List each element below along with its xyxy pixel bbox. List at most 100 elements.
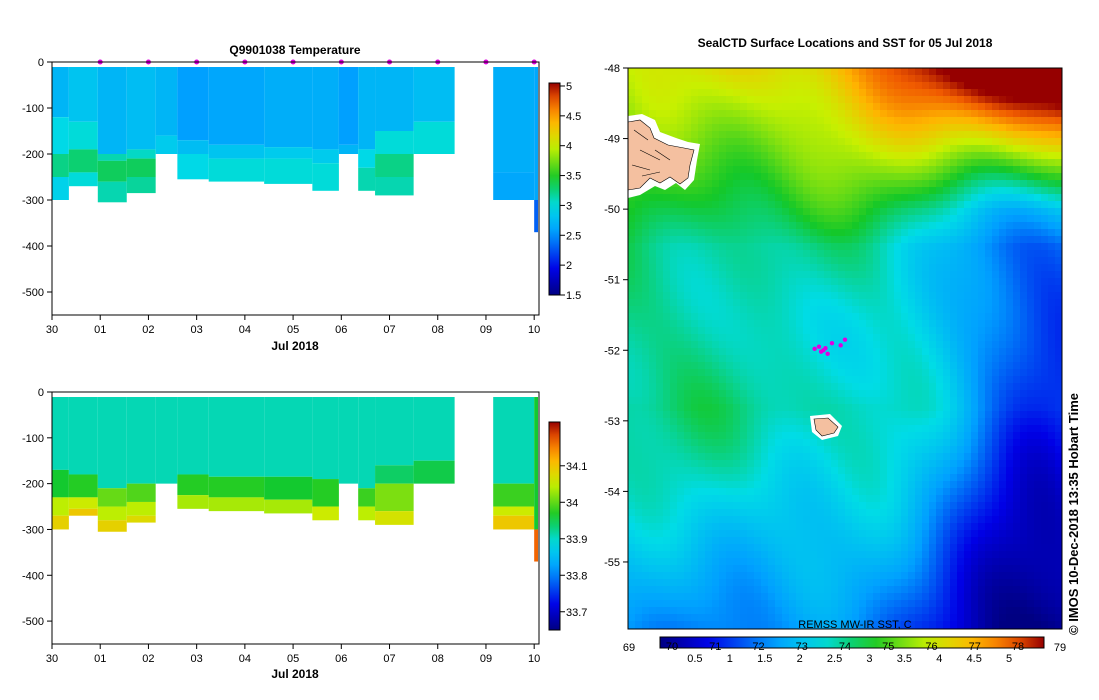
sst-cell [782, 411, 790, 419]
sst-cell [894, 306, 902, 314]
sst-cell [999, 593, 1007, 601]
sst-cell [908, 600, 916, 608]
sst-cell [1013, 600, 1021, 608]
sst-cell [733, 68, 741, 76]
sst-cell [817, 278, 825, 286]
sst-cell [712, 390, 720, 398]
sst-cell [838, 551, 846, 559]
sst-cell [635, 579, 643, 587]
sst-cell [642, 607, 650, 615]
sst-cell [768, 572, 776, 580]
sst-cell [978, 474, 986, 482]
sst-cell [670, 236, 678, 244]
sst-cell [824, 306, 832, 314]
sst-cell [999, 404, 1007, 412]
sst-cell [852, 278, 860, 286]
sst-cell [1027, 411, 1035, 419]
sst-cell [894, 502, 902, 510]
sst-cell [684, 187, 692, 195]
sst-cell [1048, 544, 1056, 552]
sst-cell [677, 285, 685, 293]
sst-cell [978, 250, 986, 258]
sst-cell [915, 383, 923, 391]
sst-cell [1006, 509, 1014, 517]
sst-cell [775, 180, 783, 188]
sst-cell [880, 110, 888, 118]
sst-cell [782, 579, 790, 587]
sst-cell [873, 124, 881, 132]
sst-cell [684, 390, 692, 398]
sst-cell [761, 558, 769, 566]
sst-cell [901, 229, 909, 237]
sst-cell [733, 208, 741, 216]
sst-cell [901, 208, 909, 216]
sst-cell [684, 453, 692, 461]
sst-cell [880, 495, 888, 503]
sst-cell [684, 488, 692, 496]
sst-cell [810, 292, 818, 300]
sst-cell [1034, 516, 1042, 524]
sst-cell [754, 488, 762, 496]
sst-cell [894, 355, 902, 363]
sst-cell [1013, 411, 1021, 419]
sst-cell [866, 453, 874, 461]
sst-cell [1020, 593, 1028, 601]
sst-cell [901, 544, 909, 552]
sst-cell [901, 495, 909, 503]
sst-cell [978, 502, 986, 510]
sst-cell [747, 523, 755, 531]
sst-cell [859, 145, 867, 153]
profile-cell [375, 511, 414, 525]
sst-cell [803, 299, 811, 307]
sst-cell [866, 96, 874, 104]
sst-cell [936, 516, 944, 524]
sst-cell [1020, 194, 1028, 202]
sst-cell [852, 446, 860, 454]
sst-cell [705, 96, 713, 104]
sst-cell [894, 131, 902, 139]
sst-cell [1055, 138, 1062, 146]
profile-cell [68, 397, 98, 475]
sst-cell [817, 110, 825, 118]
sst-cell [999, 600, 1007, 608]
sst-cell [880, 593, 888, 601]
sst-cell [1055, 278, 1062, 286]
sst-cell [978, 537, 986, 545]
sst-cell [1041, 229, 1049, 237]
sst-cell [866, 516, 874, 524]
sst-cell [740, 89, 748, 97]
sst-cell [754, 327, 762, 335]
sst-cell [733, 173, 741, 181]
sst-cell [894, 320, 902, 328]
profile-cell [155, 397, 178, 484]
sst-cell [712, 446, 720, 454]
sst-cell [1034, 355, 1042, 363]
sst-cell [943, 579, 951, 587]
sst-cell [740, 292, 748, 300]
sst-cell [803, 166, 811, 174]
sst-cell [838, 299, 846, 307]
sst-cell [964, 229, 972, 237]
sst-cell [1020, 586, 1028, 594]
profile-cell [155, 67, 178, 136]
sst-cell [845, 250, 853, 258]
sst-cell [663, 600, 671, 608]
sst-cell [880, 530, 888, 538]
sst-cell [985, 222, 993, 230]
sst-cell [915, 334, 923, 342]
sst-cell [635, 376, 643, 384]
sst-cell [950, 313, 958, 321]
sst-cell [789, 411, 797, 419]
sst-cell [971, 341, 979, 349]
sst-cell [838, 194, 846, 202]
sst-cell [712, 341, 720, 349]
sst-cell [775, 369, 783, 377]
sst-cell [831, 369, 839, 377]
sst-cell [1034, 579, 1042, 587]
sst-cell [901, 320, 909, 328]
sst-cell [999, 152, 1007, 160]
sst-cell [852, 544, 860, 552]
sst-cell [796, 376, 804, 384]
profile-cell [375, 483, 414, 512]
